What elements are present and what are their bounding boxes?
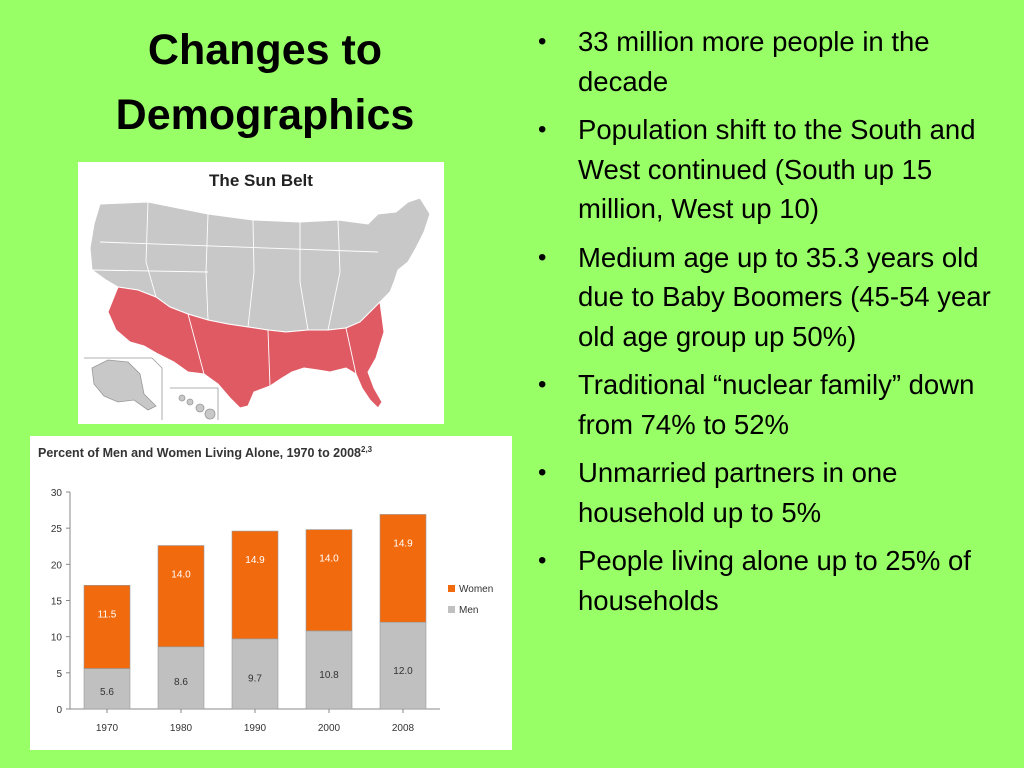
bar-men-1980	[157, 646, 205, 710]
bar-women-1980	[157, 545, 205, 648]
bullet-text: Traditional “nuclear family” down from 7…	[578, 369, 975, 440]
map-title: The Sun Belt	[209, 171, 313, 190]
bullet-item: • Population shift to the South and West …	[534, 110, 1004, 229]
x-tick-label: 1990	[244, 723, 267, 734]
chart-title: Percent of Men and Women Living Alone, 1…	[38, 445, 372, 460]
bullet-item: • People living alone up to 25% of househ…	[534, 541, 1004, 620]
bullet-dot-icon: •	[538, 243, 547, 271]
bullet-list: • 33 million more people in the decade • Po…	[534, 22, 1004, 629]
hawaii-shape	[178, 394, 216, 420]
bar-men-1970	[83, 668, 131, 710]
data-label-men: 10.8	[319, 670, 339, 681]
legend-swatch-men	[448, 606, 455, 613]
bullet-dot-icon: •	[538, 459, 547, 486]
data-label-women: 14.9	[393, 538, 413, 549]
x-tick-label: 2000	[318, 723, 341, 734]
legend-label-women: Women	[459, 584, 493, 595]
bullet-dot-icon: •	[538, 116, 547, 143]
bar-men-1990	[231, 638, 279, 710]
bullet-text: People living alone up to 25% of househo…	[578, 545, 971, 616]
bullet-text: Population shift to the South and West c…	[578, 114, 976, 224]
bar-women-2000	[305, 529, 353, 632]
bullet-text: Unmarried partners in one household up t…	[578, 457, 898, 528]
bar-women-1970	[83, 585, 131, 669]
data-label-women: 14.9	[245, 555, 265, 566]
sun-belt-map	[84, 197, 431, 420]
bullet-dot-icon: •	[538, 547, 547, 574]
chart-panel: 0 5 10 15 20 25 30 5.6 11.5 1970 8.6 14.0 1980 9.7 14.…	[30, 436, 512, 750]
y-tick-label: 30	[51, 488, 63, 499]
bar-women-1990	[231, 530, 279, 640]
data-label-women: 14.0	[171, 570, 191, 581]
sun-belt-region	[107, 286, 385, 409]
x-tick-label: 1980	[170, 723, 193, 734]
x-tick-label: 1970	[96, 723, 119, 734]
bullet-item: • 33 million more people in the decade	[534, 22, 1004, 101]
bullet-text: Medium age up to 35.3 years old due to B…	[578, 241, 991, 352]
legend-label-men: Men	[459, 605, 478, 616]
data-label-women: 11.5	[98, 609, 117, 620]
data-label-men: 9.7	[248, 673, 262, 684]
x-tick-label: 2008	[392, 723, 415, 734]
bullet-dot-icon: •	[538, 28, 547, 55]
sun-belt-map-panel: The Sun Belt	[78, 162, 444, 424]
slide-title: Changes to Demographics	[115, 26, 415, 139]
bullet-item: • Traditional “nuclear family” down from …	[534, 365, 1004, 444]
inset-frames	[84, 357, 219, 420]
bullet-dot-icon: •	[538, 371, 547, 398]
living-alone-bar-chart: 0 5 10 15 20 25 30 5.6 11.5 1970 8.6 14.0 1980 9.7 14.…	[51, 488, 493, 734]
chart-title-text: Percent of Men and Women Living Alone, 1…	[38, 446, 361, 461]
state-borders	[91, 201, 379, 387]
bullet-item: • Unmarried partners in one household up …	[534, 453, 1004, 532]
chart-title-superscript: 2,3	[361, 445, 373, 454]
y-tick-label: 20	[51, 560, 63, 571]
bullet-item: • Medium age up to 35.3 years old due to …	[534, 238, 1004, 357]
y-tick-label: 5	[56, 669, 62, 680]
bar-men-2000	[305, 630, 353, 710]
data-label-men: 8.6	[174, 677, 188, 688]
y-tick-label: 10	[51, 633, 63, 644]
y-tick-label: 15	[51, 597, 63, 608]
data-label-men: 12.0	[393, 666, 413, 677]
y-tick-label: 25	[51, 524, 63, 535]
data-label-men: 5.6	[100, 687, 114, 698]
legend-swatch-women	[448, 585, 455, 592]
y-tick-label: 0	[56, 705, 62, 716]
alaska-shape	[91, 359, 157, 411]
bullet-text: 33 million more people in the decade	[578, 26, 930, 97]
bar-women-2008	[379, 514, 427, 623]
data-label-women: 14.0	[319, 554, 339, 565]
